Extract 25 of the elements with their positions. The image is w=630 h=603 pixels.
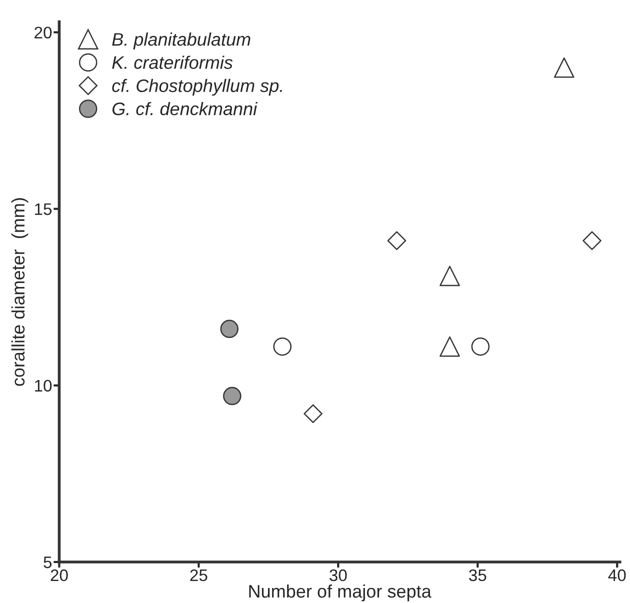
x-tick-label: 25 xyxy=(190,569,208,582)
legend-label: B. planitabulatum xyxy=(112,32,250,50)
point xyxy=(273,337,292,356)
point xyxy=(554,57,574,78)
point xyxy=(304,404,322,424)
point xyxy=(471,337,490,356)
x-tick-label: 20 xyxy=(50,569,68,582)
y-tick-label: 10 xyxy=(35,380,52,392)
x-tick-label: 35 xyxy=(469,569,486,582)
x-tick-label: 30 xyxy=(330,569,347,582)
point xyxy=(223,386,242,406)
legend-label: cf. Chostophyllum sp. xyxy=(112,78,282,96)
x-tick-label: 40 xyxy=(608,569,626,582)
y-tick-label: 20 xyxy=(34,26,52,39)
point xyxy=(440,336,460,357)
legend-label: G. cf. denckmanni xyxy=(112,102,258,116)
y-tick-label: 15 xyxy=(35,203,52,216)
point xyxy=(387,231,406,250)
point xyxy=(440,266,460,286)
legend-label: K. crateriformis xyxy=(112,56,233,69)
y-tick-label: 5 xyxy=(44,556,52,568)
point xyxy=(582,231,602,250)
x-axis-title: Number of major septa xyxy=(249,584,432,602)
point xyxy=(220,320,239,338)
y-axis-title: corallite diameter (mm) xyxy=(11,198,28,386)
